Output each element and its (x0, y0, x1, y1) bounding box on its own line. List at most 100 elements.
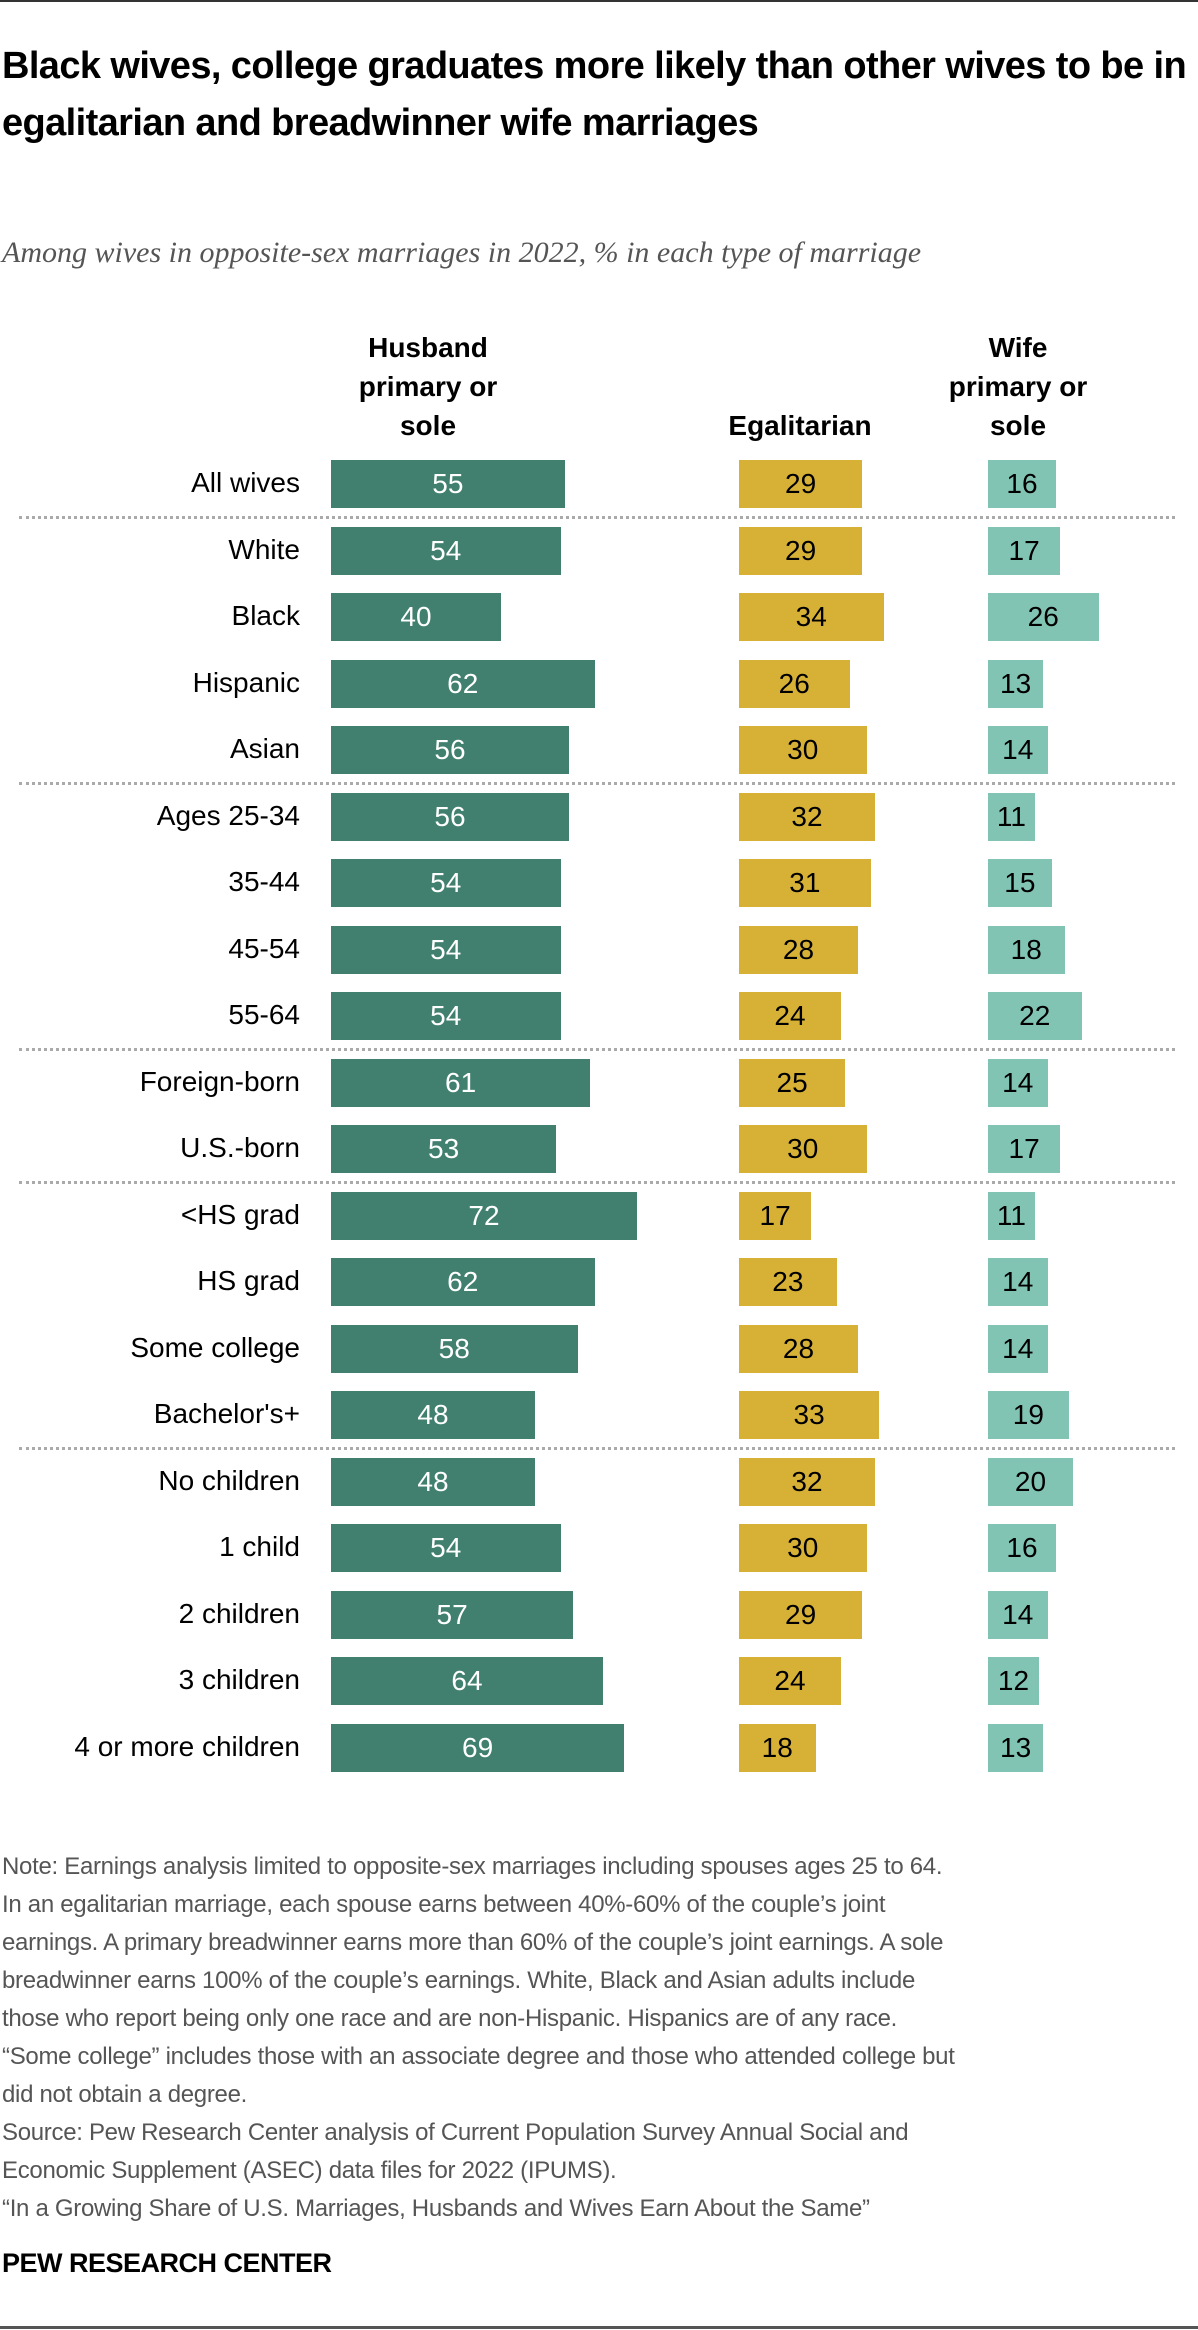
data-label: 34 (795, 601, 827, 632)
data-label: 72 (468, 1199, 500, 1231)
bar-wife (988, 1324, 1048, 1373)
group-divider (19, 1447, 1175, 1451)
bar-wife (988, 726, 1048, 774)
bar-husband (331, 1258, 595, 1306)
data-label: 54 (430, 867, 462, 898)
column-header-line: primary or (358, 371, 498, 402)
bar-egalitarian (739, 1191, 812, 1240)
data-label: 30 (787, 1532, 819, 1563)
bar-husband (331, 1191, 637, 1240)
data-label: 25 (776, 1066, 808, 1098)
bar-husband (331, 792, 569, 841)
data-label: 56 (434, 734, 466, 765)
note-line: Note: Earnings analysis limited to oppos… (2, 1853, 943, 1880)
column-header-3: Wife primary or sole (898, 328, 1138, 445)
category-label: Black (231, 600, 300, 631)
bar-wife (988, 659, 1044, 708)
column-header-line: Wife (988, 332, 1048, 363)
bar-husband (331, 593, 501, 641)
category-label: 45-54 (228, 932, 300, 964)
top-rule (0, 0, 1198, 2)
note-line: Source: Pew Research Center analysis of … (2, 2119, 909, 2146)
chart-subtitle: Among wives in opposite-sex marriages in… (2, 236, 922, 269)
data-label: 53 (428, 1133, 460, 1164)
bar-egalitarian (739, 859, 871, 907)
bar-husband (331, 460, 565, 508)
data-label: 28 (782, 1332, 815, 1364)
data-label: 58 (438, 1332, 470, 1364)
bar-egalitarian (739, 593, 884, 641)
data-label: 62 (447, 667, 479, 699)
bar-husband (331, 1723, 625, 1772)
category-label: 55-64 (228, 999, 300, 1030)
bar-egalitarian (739, 992, 841, 1040)
bar-egalitarian (739, 1657, 841, 1705)
data-label: 16 (1006, 468, 1038, 499)
data-label: 30 (787, 1133, 819, 1164)
data-label: 57 (436, 1598, 468, 1630)
bar-egalitarian (739, 726, 867, 774)
data-label: 26 (778, 667, 810, 699)
data-label: 17 (759, 1199, 791, 1231)
group-divider (19, 516, 1175, 520)
category-label: 3 children (178, 1664, 300, 1695)
bar-egalitarian (739, 1723, 816, 1772)
column-header-1: Husband primary or sole (308, 328, 548, 445)
group-divider (19, 1048, 1175, 1052)
notes: Note: Earnings analysis limited to oppos… (2, 1848, 955, 2228)
category-label: HS grad (197, 1265, 300, 1296)
group-divider (19, 782, 1175, 786)
data-label: 48 (417, 1399, 449, 1430)
bar-husband (331, 1524, 561, 1572)
bar-wife (988, 1457, 1073, 1506)
bar-husband (331, 1590, 574, 1639)
bar-wife (988, 1058, 1048, 1107)
data-label: 29 (785, 534, 817, 566)
category-label: U.S.-born (180, 1132, 300, 1163)
bar-egalitarian (739, 925, 858, 974)
bar-wife (988, 992, 1082, 1040)
bar-chart: Husband primary or sole Egalitarian Wife prim… (19, 328, 1175, 1772)
category-label: 35-44 (228, 866, 300, 897)
bar-wife (988, 1657, 1039, 1705)
bar-egalitarian (739, 1590, 863, 1639)
category-label: 4 or more children (74, 1730, 300, 1762)
bar-wife (988, 1723, 1044, 1772)
chart-title: Black wives, college graduates more like… (2, 45, 1187, 144)
data-label: 17 (1008, 534, 1040, 566)
data-label: 54 (430, 534, 462, 566)
bar-husband (331, 1391, 535, 1439)
data-label: 13 (1000, 667, 1032, 699)
pew-logo-text: PEW RESEARCH CENTER (2, 2248, 332, 2278)
bar-egalitarian (739, 792, 875, 841)
bar-egalitarian (739, 460, 863, 508)
data-label: 16 (1006, 1532, 1038, 1563)
data-label: 18 (1010, 933, 1042, 965)
bar-wife (988, 1590, 1048, 1639)
bar-wife (988, 1258, 1048, 1306)
category-label: Bachelor's+ (153, 1398, 300, 1429)
column-header-line: Egalitarian (728, 410, 872, 441)
bar-egalitarian (739, 1457, 875, 1506)
category-label: <HS grad (180, 1198, 300, 1230)
bar-egalitarian (739, 1524, 867, 1572)
data-label: 29 (785, 468, 817, 499)
bar-husband (331, 726, 569, 774)
bar-husband (331, 1125, 557, 1173)
column-header-line: sole (989, 410, 1047, 441)
data-label: 69 (462, 1731, 494, 1763)
note-line: Economic Supplement (ASEC) data files fo… (2, 2157, 617, 2184)
data-label: 32 (791, 1465, 823, 1497)
category-label: All wives (191, 467, 300, 498)
category-label: Some college (130, 1331, 300, 1363)
data-label: 14 (1002, 1332, 1034, 1364)
bar-husband (331, 925, 561, 974)
bar-egalitarian (739, 1125, 867, 1173)
note-line: In an egalitarian marriage, each spouse … (2, 1891, 886, 1918)
bar-wife (988, 1125, 1061, 1173)
data-label: 62 (447, 1266, 479, 1297)
note-line: did not obtain a degree. (2, 2081, 247, 2108)
bar-wife (988, 925, 1065, 974)
column-header-line: primary or (948, 371, 1088, 402)
column-header-line: Husband (368, 332, 488, 363)
